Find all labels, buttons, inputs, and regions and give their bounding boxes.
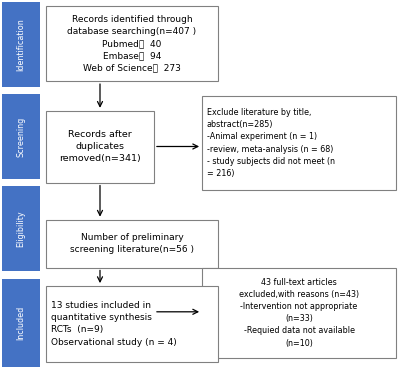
Text: Exclude literature by title,
abstract(n=285)
-Animal experiment (n = 1)
-review,: Exclude literature by title, abstract(n=… xyxy=(207,108,335,178)
Bar xyxy=(2,186,40,271)
Bar xyxy=(202,96,396,190)
Text: Included: Included xyxy=(16,306,26,340)
Text: Identification: Identification xyxy=(16,18,26,70)
Bar xyxy=(2,2,40,87)
Bar xyxy=(202,268,396,358)
Text: 43 full-text articles
excluded,with reasons (n=43)
-Intervention not appropriate: 43 full-text articles excluded,with reas… xyxy=(239,278,359,348)
Bar xyxy=(2,279,40,367)
Bar xyxy=(46,6,218,81)
Bar xyxy=(46,286,218,362)
Bar xyxy=(46,220,218,268)
Bar xyxy=(46,111,154,183)
Text: Eligibility: Eligibility xyxy=(16,210,26,247)
Text: Number of preliminary
screening literature(n=56 ): Number of preliminary screening literatu… xyxy=(70,233,194,254)
Text: 13 studies included in
quantitative synthesis
RCTs  (n=9)
Observational study (n: 13 studies included in quantitative synt… xyxy=(51,301,176,346)
Bar xyxy=(2,94,40,179)
Text: Records identified through
database searching(n=407 )
Pubmed：  40
Embase：  94
We: Records identified through database sear… xyxy=(68,14,196,72)
Text: Records after
duplicates
removed(n=341): Records after duplicates removed(n=341) xyxy=(59,130,141,163)
Text: Screening: Screening xyxy=(16,116,26,157)
